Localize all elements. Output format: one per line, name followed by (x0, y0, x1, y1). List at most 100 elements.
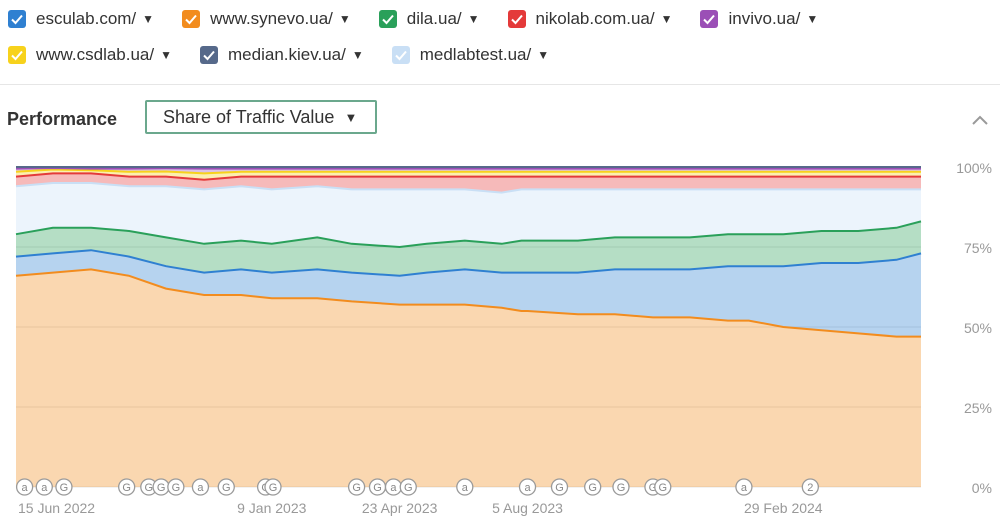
event-marker-label: a (41, 482, 48, 494)
legend-row-1: esculab.com/ ▼ www.synevo.ua/ ▼ dila.ua/… (0, 4, 838, 34)
legend-label-dila: dila.ua/ (406, 9, 462, 28)
event-marker-label: G (658, 482, 667, 494)
event-marker[interactable]: a (384, 478, 403, 496)
legend-item-dila[interactable]: dila.ua/ ▼ (378, 9, 480, 29)
event-marker[interactable]: a (735, 478, 753, 496)
event-marker[interactable]: G (118, 478, 136, 496)
legend-item-invivo[interactable]: invivo.ua/ ▼ (700, 9, 818, 29)
event-marker-label: G (157, 482, 166, 494)
legend-item-csdlab[interactable]: www.csdlab.ua/ ▼ (8, 45, 172, 65)
checkbox-dila[interactable] (378, 10, 397, 28)
y-tick-label: 100% (956, 160, 992, 176)
checkbox-esculab[interactable] (8, 10, 26, 28)
x-tick-label: 9 Jan 2023 (237, 500, 306, 516)
area-synevo (16, 269, 921, 487)
area-dila (16, 221, 921, 276)
line-synevo[interactable] (15, 268, 921, 338)
legend-item-medlabtest[interactable]: medlabtest.ua/ ▼ (391, 45, 550, 65)
y-tick-label: 75% (964, 240, 992, 256)
legend-item-nikolab[interactable]: nikolab.com.ua/ ▼ (507, 9, 673, 29)
event-marker[interactable]: G (55, 478, 73, 496)
metric-select[interactable]: Share of Traffic Value ▼ (145, 100, 377, 134)
event-marker[interactable]: a (456, 478, 474, 496)
event-marker[interactable]: a (35, 478, 53, 496)
event-marker-label: G (145, 482, 154, 494)
event-marker-circle (735, 478, 753, 496)
legend-item-synevo[interactable]: www.synevo.ua/ ▼ (182, 9, 351, 29)
caret-down-icon[interactable]: ▼ (660, 12, 673, 26)
chart-lines (15, 166, 922, 338)
line-nikolab[interactable] (15, 172, 921, 181)
line-dila[interactable] (15, 220, 922, 249)
event-marker[interactable]: G (399, 478, 417, 496)
checkbox-nikolab[interactable] (507, 10, 526, 28)
legend-label-invivo: invivo.ua/ (728, 9, 801, 28)
checkbox-median[interactable] (200, 46, 219, 64)
event-marker-circle (518, 478, 537, 496)
checkbox-synevo[interactable] (182, 10, 201, 28)
line-csdlab[interactable] (15, 168, 921, 175)
event-marker[interactable]: G (167, 478, 185, 496)
caret-down-icon[interactable]: ▼ (467, 12, 480, 26)
event-marker-label: G (122, 482, 131, 494)
checkbox-invivo[interactable] (700, 10, 719, 28)
event-marker-circle (399, 478, 417, 496)
event-marker-circle (347, 478, 366, 496)
caret-down-icon[interactable]: ▼ (160, 48, 173, 62)
caret-down-icon[interactable]: ▼ (351, 48, 364, 62)
legend-label-esculab: esculab.com/ (36, 9, 137, 28)
collapse-button[interactable] (966, 108, 994, 132)
check-icon (185, 14, 197, 25)
caret-down-icon[interactable]: ▼ (338, 12, 351, 26)
legend: esculab.com/ ▼ www.synevo.ua/ ▼ dila.ua/… (0, 0, 1000, 84)
event-marker-circle (55, 478, 73, 496)
x-tick-label: 23 Apr 2023 (362, 500, 438, 516)
check-icon (382, 14, 394, 25)
line-invivo[interactable] (15, 166, 921, 170)
check-icon (11, 50, 23, 61)
event-marker-label: G (555, 482, 564, 494)
event-marker-label: G (373, 482, 382, 494)
event-marker[interactable]: G (264, 478, 282, 496)
caret-down-icon[interactable]: ▼ (142, 12, 155, 26)
check-icon (395, 50, 407, 61)
line-medlabtest[interactable] (15, 182, 921, 194)
event-marker-circle (612, 478, 630, 496)
area-esculab (16, 250, 921, 337)
event-marker[interactable]: G (347, 478, 366, 496)
event-marker[interactable]: G (152, 478, 170, 496)
line-esculab[interactable] (15, 249, 922, 277)
checkbox-csdlab[interactable] (8, 46, 26, 64)
chart-y-ticks: 100% 75% 50% 25% 0% (956, 160, 992, 496)
caret-down-icon[interactable]: ▼ (806, 12, 819, 26)
event-marker[interactable]: G (550, 478, 569, 496)
legend-item-esculab[interactable]: esculab.com/ ▼ (8, 9, 154, 29)
checkbox-medlabtest[interactable] (391, 46, 410, 64)
x-tick-label: 15 Jun 2022 (18, 500, 95, 516)
event-marker-label: a (390, 482, 397, 494)
legend-label-csdlab: www.csdlab.ua/ (36, 45, 155, 64)
event-marker-label: G (617, 482, 626, 494)
event-marker[interactable]: a (191, 478, 210, 496)
event-marker[interactable]: 2 (801, 478, 819, 496)
event-marker-label: a (197, 482, 204, 494)
event-marker-label: G (172, 482, 181, 494)
event-marker[interactable]: G (368, 478, 387, 496)
event-marker[interactable]: G (217, 478, 235, 496)
event-marker[interactable]: G (612, 478, 630, 496)
event-marker[interactable]: G (584, 478, 602, 496)
caret-down-icon[interactable]: ▼ (537, 48, 550, 62)
event-marker[interactable]: G (654, 478, 672, 496)
caret-down-icon: ▼ (344, 109, 358, 125)
legend-label-nikolab: nikolab.com.ua/ (535, 9, 655, 28)
check-icon (703, 14, 716, 25)
legend-item-median[interactable]: median.kiev.ua/ ▼ (200, 45, 364, 65)
event-marker[interactable]: a (15, 478, 34, 496)
check-icon (510, 14, 523, 25)
chart-x-ticks: 15 Jun 2022 9 Jan 2023 23 Apr 2023 5 Aug 20… (18, 500, 823, 516)
y-tick-label: 50% (964, 320, 992, 336)
event-marker[interactable]: a (518, 478, 537, 496)
event-marker-label: a (524, 482, 531, 494)
event-marker-circle (584, 478, 602, 496)
event-marker-circle (167, 478, 185, 496)
